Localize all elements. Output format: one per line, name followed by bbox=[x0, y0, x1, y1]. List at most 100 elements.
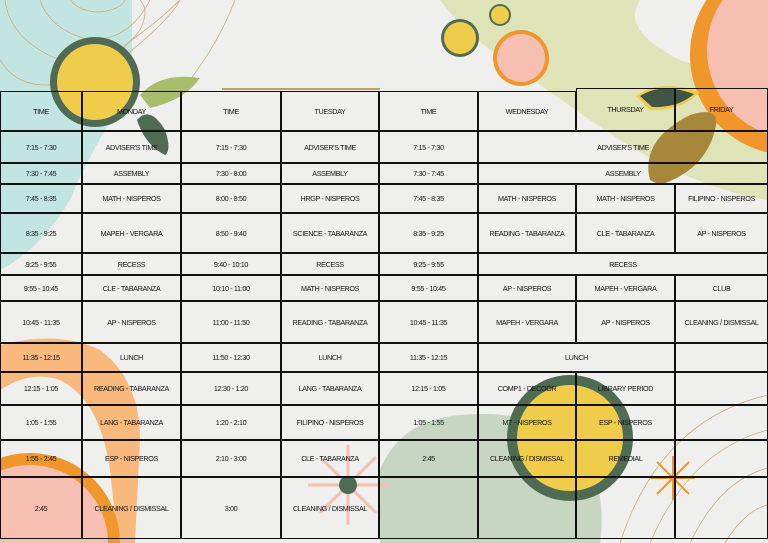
time-text: 8:50 - 9:40 bbox=[215, 228, 247, 238]
wed-subject: AP - Nisperos bbox=[478, 275, 576, 301]
time-text: 8:35 - 9:25 bbox=[413, 228, 444, 238]
class-schedule-table: Time Monday Time Tuesday Time Wednesday … bbox=[0, 88, 768, 539]
subject-text: Lang - Tabaranza bbox=[100, 418, 163, 427]
wed-subject bbox=[478, 477, 576, 539]
subject-text: Comp1 - Decoor bbox=[497, 384, 557, 393]
subject-text: Math - Nisperos bbox=[596, 194, 655, 203]
time-text: 11:00 - 11:50 bbox=[212, 317, 250, 327]
time-text: 7:45 - 8:35 bbox=[25, 194, 57, 203]
subject-text: ESP - Nisperos bbox=[599, 418, 652, 427]
time-text: 7:30 - 8:00 bbox=[215, 169, 247, 178]
subject-text: Science - Tabaranza bbox=[292, 228, 368, 238]
tue-time: 7:30 - 8:00 bbox=[181, 163, 281, 184]
wf-time: 2:45 bbox=[379, 440, 478, 477]
subject-text: Lang - Tabaranza bbox=[298, 384, 362, 393]
time-text: 1:55 - 2:45 bbox=[25, 454, 57, 463]
wed-subject: MAPEH - Vergara bbox=[478, 301, 576, 343]
mon-time: 7:45 - 8:35 bbox=[0, 184, 82, 213]
thu-subject: MAPEH - Vergara bbox=[576, 275, 675, 301]
mon-subject: Lang - Tabaranza bbox=[82, 405, 181, 440]
tue-subject: CLE - Tabaranza bbox=[281, 440, 379, 477]
header-wednesday: Wednesday bbox=[478, 91, 576, 131]
header-time-wed-fri: Time bbox=[379, 91, 478, 131]
subject-text: AP - Nisperos bbox=[697, 228, 746, 238]
wf-time: 7:30 - 7:45 bbox=[379, 163, 478, 184]
time-text: 2:45 bbox=[422, 454, 435, 463]
mon-time: 7:30 - 7:45 bbox=[0, 163, 82, 184]
tue-time: 1:20 - 2:10 bbox=[181, 405, 281, 440]
time-text: 12:15 - 1:05 bbox=[411, 384, 446, 393]
thu-subject bbox=[576, 477, 675, 539]
mon-time: 11:35 - 12:15 bbox=[0, 343, 82, 372]
tue-time: 8:50 - 9:40 bbox=[181, 213, 281, 253]
fri-subject bbox=[675, 477, 768, 539]
subject-text: Cleaning / Dismissal bbox=[489, 454, 565, 463]
subject-text: Filipino - Nisperos bbox=[688, 194, 755, 203]
subject-text: Reading - Tabaranza bbox=[489, 228, 565, 238]
subject-text: Recess bbox=[316, 259, 344, 269]
subject-text: Filipino - Nisperos bbox=[296, 418, 364, 427]
subject-text: Math - Nisperos bbox=[102, 194, 161, 203]
subject-text: ESP - Nisperos bbox=[105, 454, 158, 463]
time-text: 10:10 - 11:00 bbox=[212, 283, 250, 293]
tue-subject: Lunch bbox=[281, 343, 379, 372]
subject-text: Library Period bbox=[597, 384, 654, 393]
time-text: 9:25 - 9:55 bbox=[413, 259, 444, 269]
mon-time: 10:45 - 11:35 bbox=[0, 301, 82, 343]
tue-subject: Lang - Tabaranza bbox=[281, 372, 379, 405]
tue-time: 9:40 - 10:10 bbox=[181, 253, 281, 275]
time-text: 9:55 - 10:45 bbox=[411, 283, 446, 293]
time-text: 9:55 - 10:45 bbox=[23, 283, 59, 293]
subject-text: AP - Nisperos bbox=[601, 317, 650, 327]
mon-subject: Lunch bbox=[82, 343, 181, 372]
mon-subject: Cleaning / Dismissal bbox=[82, 477, 181, 539]
fri-subject bbox=[675, 343, 768, 372]
wf-time: 7:15 - 7:30 bbox=[379, 131, 478, 163]
subject-text: MAPEH - Vergara bbox=[594, 283, 657, 293]
wf-time: 7:45 - 8:35 bbox=[379, 184, 478, 213]
mon-time: 2:45 bbox=[0, 477, 82, 539]
header-label: Time bbox=[420, 106, 437, 116]
subject-text: Assembly bbox=[113, 169, 150, 178]
subject-text: Math - Nisperos bbox=[300, 283, 360, 293]
mon-subject: AP - Nisperos bbox=[82, 301, 181, 343]
wf-merged-subject: Adviser's Time bbox=[478, 131, 768, 163]
header-friday: Friday bbox=[675, 88, 768, 131]
subject-text: Adviser's Time bbox=[105, 142, 158, 152]
fri-subject: Club bbox=[675, 275, 768, 301]
subject-text: Math - Nisperos bbox=[497, 194, 557, 203]
wf-time: 1:05 - 1:55 bbox=[379, 405, 478, 440]
header-thursday: Thursday bbox=[576, 88, 675, 131]
mon-time: 9:55 - 10:45 bbox=[0, 275, 82, 301]
subject-text: Recess bbox=[609, 259, 637, 269]
thu-subject: AP - Nisperos bbox=[576, 301, 675, 343]
mon-time: 1:55 - 2:45 bbox=[0, 440, 82, 477]
time-text: 10:45 - 11:35 bbox=[22, 317, 60, 327]
fri-subject: Filipino - Nisperos bbox=[675, 184, 768, 213]
tue-time: 8:00 - 8:50 bbox=[181, 184, 281, 213]
wed-subject: Cleaning / Dismissal bbox=[478, 440, 576, 477]
tue-subject: Recess bbox=[281, 253, 379, 275]
time-text: 2:45 bbox=[34, 503, 48, 513]
subject-text: MT - Nisperos bbox=[502, 418, 552, 427]
wed-subject: Math - Nisperos bbox=[478, 184, 576, 213]
subject-text: Recess bbox=[117, 259, 146, 269]
tue-time: 2:10 - 3:00 bbox=[181, 440, 281, 477]
tue-time: 7:15 - 7:30 bbox=[181, 131, 281, 163]
subject-text: Cleaning / Dismissal bbox=[94, 503, 169, 513]
tue-subject: Reading - Tabaranza bbox=[281, 301, 379, 343]
subject-text: Adviser's Time bbox=[304, 142, 356, 152]
mon-subject: Assembly bbox=[82, 163, 181, 184]
time-text: 9:25 - 9:55 bbox=[25, 259, 57, 269]
wf-time: 11:35 - 12:15 bbox=[379, 343, 478, 372]
subject-text: CLE - Tabaranza bbox=[596, 228, 655, 238]
fri-subject: Cleaning / Dismissal bbox=[675, 301, 768, 343]
tue-subject: Science - Tabaranza bbox=[281, 213, 379, 253]
fri-subject bbox=[675, 405, 768, 440]
subject-text: Assembly bbox=[312, 169, 348, 178]
time-text: 1:05 - 1:55 bbox=[25, 418, 57, 427]
mon-subject: CLE - Tabaranza bbox=[82, 275, 181, 301]
subject-text: MAPEH - Vergara bbox=[100, 228, 163, 238]
subject-text: Adviser's Time bbox=[597, 142, 649, 152]
wf-merged-subject: Recess bbox=[478, 253, 768, 275]
